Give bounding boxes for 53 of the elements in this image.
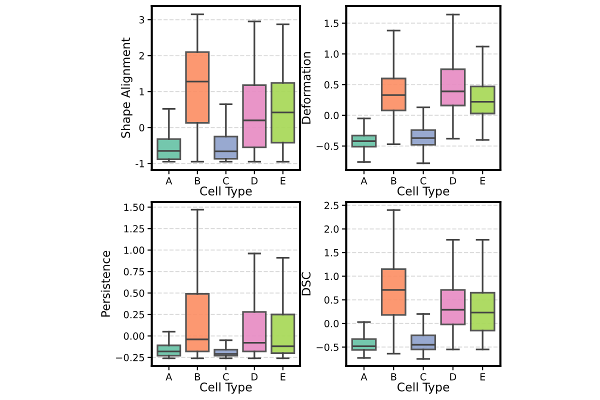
x-tick-label: D (450, 373, 456, 380)
x-tick-label: C (420, 177, 426, 184)
x-tick-label: C (420, 373, 426, 380)
y-axis-title: Shape Alignment (120, 38, 132, 138)
y-tick-label: 0.0 (324, 320, 339, 328)
y-tick-label: 0.75 (124, 268, 144, 276)
y-tick-label: 0.0 (324, 112, 339, 120)
x-tick-label: A (360, 177, 368, 184)
y-tick-label: 1.5 (324, 20, 338, 28)
y-tick-label: −0.5 (316, 142, 338, 150)
y-tick-label: 1 (140, 88, 144, 96)
y-axis-title: Persistence (100, 250, 110, 317)
x-tick-label: E (280, 177, 286, 184)
x-tick-label: D (252, 373, 258, 380)
y-tick-label: 0.25 (124, 310, 144, 318)
y-tick-label: 2.0 (324, 225, 339, 233)
x-tick-label: B (195, 177, 200, 184)
x-tick-label: A (166, 177, 172, 184)
y-tick-label: 0.5 (324, 296, 338, 304)
x-tick-label: C (223, 177, 229, 184)
y-tick-label: 1.0 (324, 272, 339, 280)
x-tick-label: A (166, 373, 172, 380)
y-axis-title: DSC (302, 272, 311, 296)
x-tick-label: E (280, 373, 286, 380)
y-tick-label: −0.25 (116, 354, 144, 362)
y-tick-label: −0.5 (316, 344, 338, 351)
x-tick-label: D (252, 177, 258, 184)
y-tick-label: 1.00 (124, 246, 144, 254)
y-tick-label: 2.5 (324, 202, 338, 210)
y-tick-label: -1 (136, 160, 144, 168)
x-tick-label: B (391, 373, 396, 380)
x-axis-title: Cell Type (200, 382, 252, 394)
x-tick-label: E (480, 373, 486, 380)
y-tick-label: 3 (139, 16, 144, 24)
x-tick-label: E (480, 177, 486, 184)
y-tick-label: 1.25 (124, 225, 144, 232)
y-tick-label: 2 (139, 52, 144, 60)
x-tick-label: B (391, 177, 396, 184)
y-tick-label: 0.50 (124, 289, 144, 297)
x-tick-label: D (450, 177, 456, 184)
x-axis-title: Cell Type (200, 186, 252, 198)
y-axis-title: Deformation (301, 52, 311, 124)
y-tick-label: 0 (139, 124, 144, 132)
y-tick-label: 1.5 (324, 249, 338, 256)
x-tick-label: A (360, 373, 368, 380)
y-tick-label: 0.00 (124, 332, 144, 340)
y-tick-label: 1.0 (324, 50, 339, 58)
x-tick-label: B (195, 373, 200, 380)
x-axis-title: Cell Type (397, 186, 450, 198)
x-tick-label: C (223, 373, 229, 380)
x-axis-title: Cell Type (397, 382, 450, 394)
y-tick-label: 0.5 (324, 81, 338, 88)
y-tick-label: 1.50 (124, 204, 144, 211)
